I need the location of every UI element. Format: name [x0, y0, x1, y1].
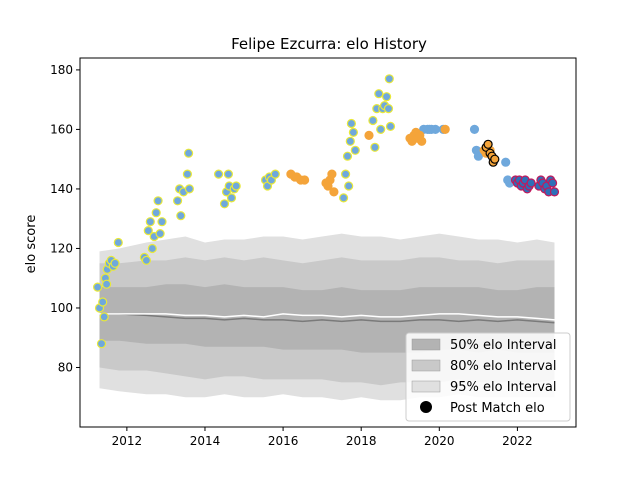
- data-point: [376, 124, 386, 134]
- legend-swatch: [411, 338, 441, 351]
- legend: 50% elo Interval 80% elo Interval 95% elo …: [405, 332, 571, 422]
- data-point: [384, 74, 394, 84]
- y-tick-label: 80: [58, 360, 73, 374]
- x-tick-label: 2020: [424, 434, 455, 448]
- legend-frame: [405, 332, 571, 422]
- data-point: [341, 169, 351, 179]
- data-point: [370, 142, 380, 152]
- data-point: [99, 312, 109, 322]
- data-point: [176, 211, 186, 221]
- data-point: [182, 169, 192, 179]
- data-point: [110, 258, 120, 268]
- y-tick-label: 100: [50, 301, 73, 315]
- data-point: [364, 130, 374, 140]
- data-point: [346, 118, 356, 129]
- data-point: [270, 169, 280, 179]
- legend-label: Post Match elo: [450, 401, 545, 416]
- data-point: [96, 339, 107, 349]
- data-point: [173, 196, 183, 206]
- x-axis: 2012 2014 2016 2018 2020 2022: [112, 427, 533, 448]
- data-point: [226, 193, 237, 203]
- data-point: [344, 181, 354, 191]
- data-point: [547, 178, 558, 188]
- plot-frame: [79, 57, 577, 428]
- legend-swatch: [411, 380, 441, 393]
- data-point: [440, 124, 450, 134]
- data-point: [383, 103, 394, 114]
- data-point: [300, 175, 310, 185]
- data-point: [385, 121, 396, 132]
- data-point: [473, 151, 483, 161]
- mean-line: [99, 313, 555, 321]
- data-point: [184, 148, 194, 158]
- x-tick-label: 2018: [346, 434, 377, 448]
- legend-label: 50% elo Interval: [450, 338, 557, 353]
- data-point: [483, 139, 493, 149]
- elo-points: [92, 74, 560, 349]
- data-point: [145, 217, 155, 227]
- median-line: [99, 313, 555, 324]
- data-point: [374, 89, 384, 99]
- chart-title: Felipe Ezcurra: elo History: [231, 35, 427, 53]
- data-point: [143, 226, 153, 236]
- legend-label: 95% elo Interval: [450, 380, 557, 395]
- data-point: [417, 136, 427, 146]
- x-tick-label: 2014: [190, 434, 221, 448]
- data-point: [153, 196, 163, 206]
- data-point: [430, 124, 440, 134]
- y-tick-label: 160: [50, 122, 73, 136]
- data-point: [382, 92, 392, 102]
- data-point: [214, 169, 224, 179]
- x-tick-label: 2022: [502, 434, 533, 448]
- data-point: [157, 217, 167, 227]
- data-point: [231, 181, 241, 191]
- data-point: [350, 145, 360, 155]
- y-tick-label: 140: [50, 182, 73, 196]
- data-point: [184, 184, 194, 194]
- y-tick-label: 180: [50, 63, 73, 77]
- data-point: [141, 255, 151, 265]
- x-tick-label: 2016: [268, 434, 299, 448]
- data-point: [342, 151, 353, 161]
- data-point: [329, 187, 339, 197]
- data-point: [113, 237, 123, 248]
- data-point: [526, 178, 536, 188]
- data-point: [368, 115, 378, 126]
- center-lines: [99, 313, 555, 324]
- x-tick-label: 2012: [112, 434, 143, 448]
- data-point: [147, 243, 157, 254]
- legend-marker: [420, 401, 432, 413]
- data-point: [469, 124, 480, 134]
- data-point: [339, 193, 349, 203]
- data-point: [549, 187, 560, 197]
- data-point: [223, 169, 233, 179]
- legend-swatch: [411, 359, 441, 372]
- data-point: [327, 169, 337, 179]
- data-point: [501, 157, 511, 167]
- data-point: [345, 136, 355, 146]
- y-axis: 80 100 120 140 160 180: [50, 63, 80, 374]
- data-point: [219, 199, 230, 209]
- data-point: [490, 154, 500, 164]
- data-point: [92, 282, 103, 292]
- data-point: [155, 229, 165, 239]
- data-point: [151, 208, 161, 218]
- y-tick-label: 120: [50, 241, 73, 255]
- data-point: [98, 297, 108, 307]
- y-axis-label: elo score: [24, 215, 39, 274]
- data-point: [348, 127, 358, 137]
- data-point: [101, 279, 112, 289]
- legend-label: 80% elo Interval: [450, 359, 557, 374]
